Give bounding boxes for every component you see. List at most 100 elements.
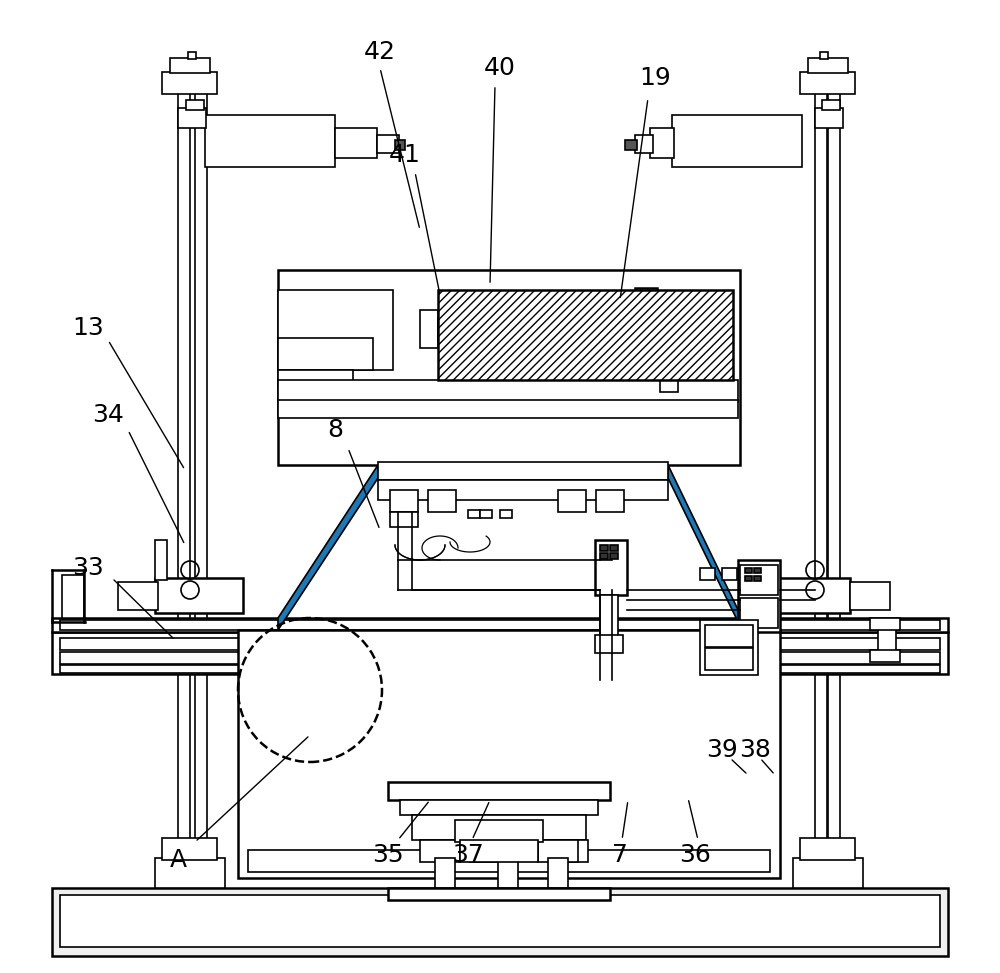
Bar (754, 576, 761, 581)
Bar (870, 650, 900, 662)
Bar (428, 490, 456, 512)
Bar (878, 625, 896, 655)
Bar (390, 512, 418, 527)
Bar (335, 128, 377, 158)
Bar (600, 553, 608, 559)
Bar (600, 595, 618, 637)
Bar (754, 568, 761, 573)
Text: 40: 40 (484, 56, 516, 80)
Bar (738, 560, 780, 632)
Bar (740, 565, 778, 595)
Bar (290, 665, 325, 693)
Bar (635, 288, 657, 378)
Bar (648, 305, 656, 312)
Bar (178, 92, 190, 862)
Bar (700, 568, 715, 580)
Bar (638, 305, 646, 312)
Bar (205, 115, 335, 167)
Bar (700, 620, 758, 675)
Bar (412, 815, 586, 840)
Bar (625, 140, 637, 150)
Bar (800, 72, 855, 94)
Bar (438, 290, 733, 380)
Bar (558, 490, 586, 512)
Bar (610, 553, 618, 559)
Bar (118, 582, 158, 610)
Bar (705, 648, 753, 670)
Bar (395, 140, 405, 150)
Bar (188, 52, 196, 59)
Bar (815, 92, 827, 862)
Bar (60, 652, 940, 664)
Bar (155, 578, 243, 613)
Bar (52, 618, 948, 632)
Text: 8: 8 (327, 418, 343, 442)
Bar (548, 858, 568, 888)
Bar (62, 575, 84, 620)
Bar (195, 92, 207, 862)
Bar (600, 545, 608, 551)
Text: 33: 33 (72, 556, 104, 580)
Text: 35: 35 (372, 843, 404, 867)
Text: 39: 39 (706, 738, 738, 762)
Text: 19: 19 (639, 66, 671, 90)
Bar (178, 108, 206, 128)
Bar (596, 490, 624, 512)
Bar (278, 380, 738, 402)
Bar (278, 338, 373, 370)
Bar (808, 58, 848, 73)
Bar (745, 568, 752, 573)
Bar (595, 540, 627, 595)
Bar (460, 840, 538, 862)
Bar (660, 377, 678, 392)
Polygon shape (668, 465, 742, 630)
Bar (438, 318, 446, 340)
Text: 37: 37 (452, 843, 484, 867)
Bar (378, 462, 668, 480)
Bar (60, 638, 940, 650)
Bar (170, 58, 210, 73)
Bar (870, 618, 900, 630)
Bar (815, 108, 843, 128)
Text: 36: 36 (679, 843, 711, 867)
Text: 34: 34 (92, 403, 124, 427)
Bar (595, 635, 623, 653)
Bar (278, 290, 393, 370)
Bar (635, 135, 653, 153)
Text: 38: 38 (739, 738, 771, 762)
Text: A: A (169, 848, 187, 872)
Bar (278, 670, 290, 678)
Bar (238, 630, 780, 878)
Bar (155, 858, 225, 888)
Bar (248, 850, 770, 872)
Text: 42: 42 (364, 40, 396, 64)
Bar (60, 895, 940, 947)
Bar (745, 576, 752, 581)
Bar (822, 100, 840, 110)
Bar (800, 838, 855, 860)
Bar (278, 270, 740, 465)
Text: 7: 7 (612, 843, 628, 867)
Bar (705, 625, 753, 647)
Bar (162, 838, 217, 860)
Bar (480, 510, 492, 518)
Text: 41: 41 (389, 143, 421, 167)
Bar (388, 888, 610, 900)
Bar (52, 632, 948, 674)
Bar (155, 540, 167, 580)
Bar (820, 52, 828, 59)
Bar (610, 545, 618, 551)
Bar (498, 858, 518, 888)
Bar (638, 315, 646, 322)
Bar (377, 135, 399, 153)
Bar (378, 480, 668, 500)
Bar (278, 680, 290, 688)
Bar (435, 858, 455, 888)
Bar (672, 115, 802, 167)
Bar (828, 92, 840, 862)
Bar (390, 490, 418, 512)
Polygon shape (278, 465, 378, 630)
Bar (325, 668, 385, 690)
Text: 13: 13 (72, 316, 104, 340)
Bar (650, 128, 674, 158)
